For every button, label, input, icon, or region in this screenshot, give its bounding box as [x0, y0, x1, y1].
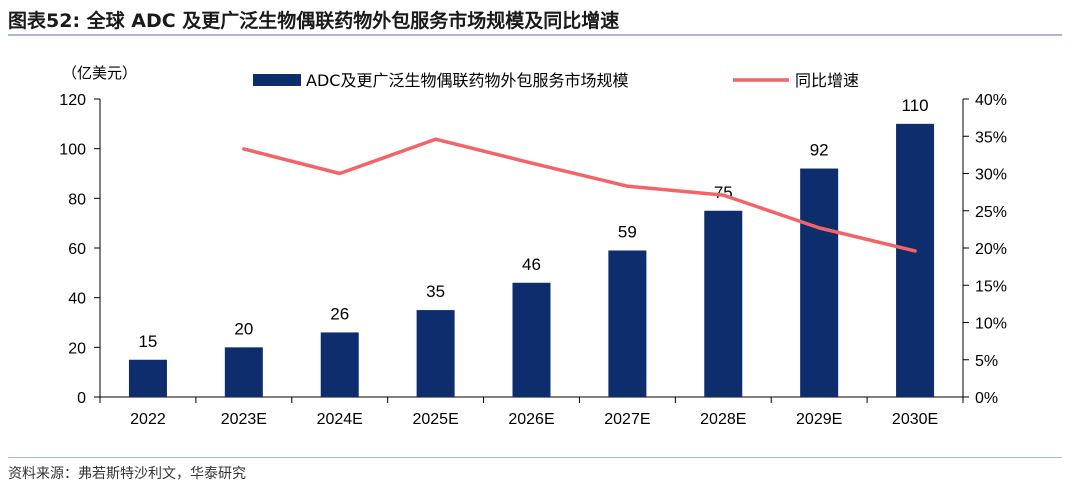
x-axis-tick-label: 2028E	[700, 411, 746, 428]
source-divider	[8, 457, 1062, 458]
legend-bar-swatch	[253, 74, 301, 86]
bar-value-label: 92	[810, 141, 829, 160]
right-axis-tick-label: 5%	[975, 353, 998, 370]
bar-value-label: 59	[618, 222, 637, 241]
legend-bar-label: ADC及更广泛生物偶联药物外包服务市场规模	[306, 71, 628, 90]
left-axis-tick-label: 20	[68, 340, 86, 357]
title-divider	[8, 34, 1062, 36]
bar	[128, 359, 167, 397]
right-axis-tick-label: 20%	[975, 241, 1007, 258]
x-axis-tick-label: 2029E	[796, 411, 842, 428]
bar-value-label: 35	[426, 282, 445, 301]
right-axis-tick-label: 25%	[975, 204, 1007, 221]
growth-rate-line	[242, 137, 917, 253]
right-axis-tick-label: 30%	[975, 167, 1007, 184]
bar	[608, 250, 647, 397]
left-axis-tick-label: 100	[59, 142, 86, 159]
bar-value-label: 46	[522, 255, 541, 274]
right-axis-tick-label: 35%	[975, 129, 1007, 146]
figure-title: 图表52: 全球 ADC 及更广泛生物偶联药物外包服务市场规模及同比增速	[8, 10, 620, 32]
x-axis-tick-label: 2030E	[892, 411, 938, 428]
legend-line-label: 同比增速	[795, 71, 859, 90]
left-axis-tick-label: 0	[77, 390, 86, 407]
x-axis-tick-label: 2027E	[604, 411, 650, 428]
right-axis-tick-label: 15%	[975, 278, 1007, 295]
x-axis-tick-label: 2024E	[317, 411, 363, 428]
right-axis-tick-label: 10%	[975, 316, 1007, 333]
left-axis-tick-label: 120	[59, 92, 86, 109]
x-axis-tick-label: 2022	[130, 411, 166, 428]
right-axis-tick-label: 40%	[975, 92, 1007, 109]
x-axis-tick-label: 2025E	[412, 411, 458, 428]
bar	[320, 332, 359, 397]
left-axis-tick-label: 40	[68, 291, 86, 308]
left-axis-tick-label: 60	[68, 241, 86, 258]
x-axis-tick-label: 2026E	[508, 411, 554, 428]
bar	[512, 282, 551, 397]
source-note: 资料来源：弗若斯特沙利文，华泰研究	[8, 466, 246, 482]
x-axis-tick-label: 2023E	[221, 411, 267, 428]
bar-value-label: 15	[138, 332, 157, 351]
bar	[224, 347, 263, 397]
bar	[704, 210, 743, 397]
right-axis-tick-label: 0%	[975, 390, 998, 407]
left-axis-unit-label: （亿美元）	[62, 64, 137, 82]
left-axis-tick-label: 80	[68, 191, 86, 208]
bar-value-label: 110	[902, 96, 929, 115]
bar-value-label: 26	[330, 304, 349, 323]
bar-value-label: 20	[234, 319, 253, 338]
bar	[896, 123, 935, 397]
bar	[800, 168, 839, 397]
bar	[416, 310, 455, 397]
